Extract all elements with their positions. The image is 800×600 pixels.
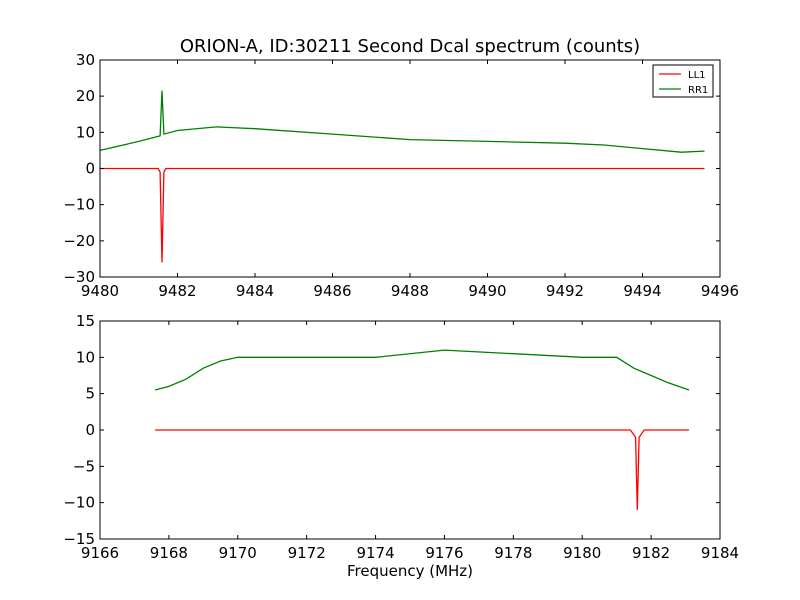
series-line-ll1 bbox=[100, 167, 705, 263]
x-tick-label: 9496 bbox=[701, 282, 739, 300]
x-tick-label: 9172 bbox=[288, 544, 326, 562]
top-plot-area bbox=[99, 90, 705, 263]
top-axes: ORION-A, ID:30211 Second Dcal spectrum (… bbox=[63, 36, 739, 300]
x-tick-label: 9176 bbox=[425, 544, 463, 562]
x-tick-label: 9480 bbox=[81, 282, 119, 300]
chart-title: ORION-A, ID:30211 Second Dcal spectrum (… bbox=[180, 36, 640, 57]
y-tick-label: −20 bbox=[63, 232, 95, 250]
y-tick-label: −5 bbox=[73, 457, 95, 475]
y-tick-label: 20 bbox=[76, 87, 95, 105]
legend-label-ll1: LL1 bbox=[688, 70, 706, 81]
x-tick-label: 9174 bbox=[356, 544, 394, 562]
y-tick-label: 15 bbox=[76, 312, 95, 330]
legend: LL1 RR1 bbox=[652, 64, 714, 98]
x-tick-label: 9486 bbox=[313, 282, 351, 300]
y-tick-label: 5 bbox=[85, 385, 95, 403]
y-tick-label: −10 bbox=[63, 494, 95, 512]
x-tick-label: 9170 bbox=[219, 544, 257, 562]
x-axis-label: Frequency (MHz) bbox=[347, 562, 473, 580]
y-tick-label: −15 bbox=[63, 530, 95, 548]
x-tick-label: 9490 bbox=[468, 282, 506, 300]
series-line-rr1 bbox=[154, 349, 690, 391]
x-tick-label: 9180 bbox=[563, 544, 601, 562]
y-tick-label: 10 bbox=[76, 123, 95, 141]
bottom-axes-frame bbox=[99, 320, 721, 540]
x-tick-label: 9166 bbox=[81, 544, 119, 562]
x-tick-label: 9488 bbox=[391, 282, 429, 300]
y-tick-label: 0 bbox=[85, 160, 95, 178]
legend-box bbox=[652, 64, 714, 98]
x-tick-label: 9482 bbox=[158, 282, 196, 300]
legend-label-rr1: RR1 bbox=[688, 85, 708, 96]
bottom-plot-area bbox=[154, 349, 690, 510]
x-tick-label: 9182 bbox=[632, 544, 670, 562]
series-line-rr1 bbox=[99, 90, 705, 153]
y-tick-label: 10 bbox=[76, 348, 95, 366]
y-tick-label: −30 bbox=[63, 268, 95, 286]
series-line-ll1 bbox=[155, 429, 689, 510]
x-tick-label: 9494 bbox=[623, 282, 661, 300]
x-tick-label: 9492 bbox=[546, 282, 584, 300]
y-tick-label: 30 bbox=[76, 51, 95, 69]
bottom-axes: 9166 9168 9170 9172 9174 9176 9178 9180 9182 9184… bbox=[63, 312, 739, 580]
top-ticks: 9480 9482 9484 9486 9488 9490 9492 9494 9496 30 20… bbox=[63, 51, 739, 300]
top-axes-frame bbox=[99, 59, 721, 278]
y-tick-label: 0 bbox=[85, 421, 95, 439]
x-tick-label: 9484 bbox=[236, 282, 274, 300]
x-tick-label: 9168 bbox=[150, 544, 188, 562]
x-tick-label: 9178 bbox=[494, 544, 532, 562]
y-tick-label: −10 bbox=[63, 196, 95, 214]
x-tick-label: 9184 bbox=[701, 544, 739, 562]
